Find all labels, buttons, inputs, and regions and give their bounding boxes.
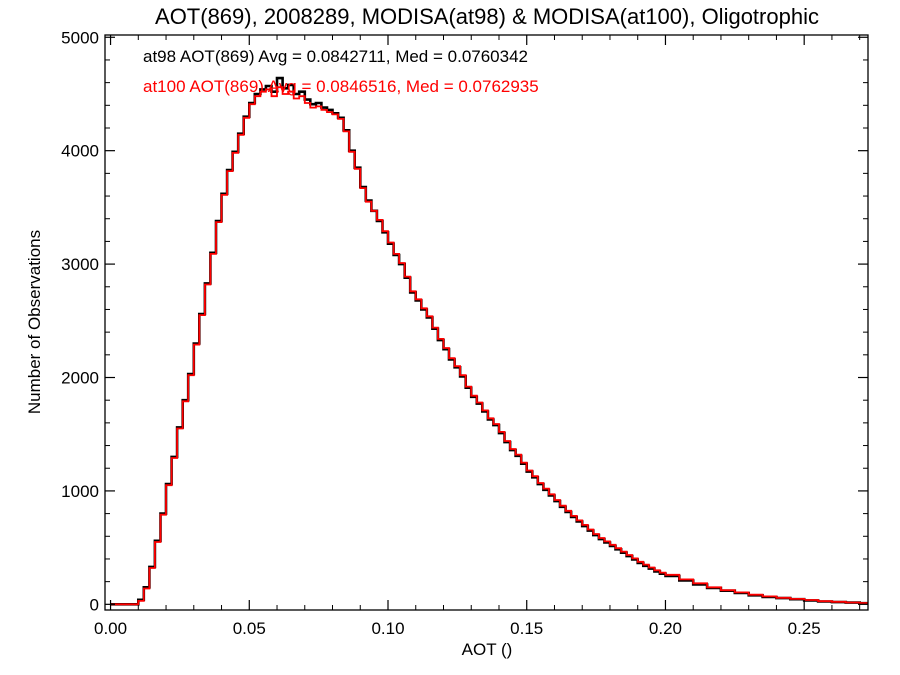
x-tick-label: 0.20: [649, 619, 682, 638]
x-tick-label: 0.15: [510, 619, 543, 638]
y-axis-label: Number of Observations: [25, 230, 44, 414]
chart-title: AOT(869), 2008289, MODISA(at98) & MODISA…: [155, 4, 819, 29]
x-tick-label: 0.00: [94, 619, 127, 638]
annotation-at100: at100 AOT(869) Avg = 0.0846516, Med = 0.…: [143, 77, 539, 96]
y-tick-label: 1000: [61, 482, 99, 501]
x-tick-label: 0.10: [371, 619, 404, 638]
y-tick-label: 5000: [61, 28, 99, 47]
series-line-at100: [110, 86, 868, 606]
x-axis: 0.00 0.05 0.10 0.15 0.20 0.25: [94, 35, 861, 638]
y-axis: 0 1000 2000 3000 4000 5000: [61, 28, 868, 614]
x-tick-label: 0.05: [233, 619, 266, 638]
y-tick-label: 4000: [61, 142, 99, 161]
annotation-at98: at98 AOT(869) Avg = 0.0842711, Med = 0.0…: [143, 47, 528, 66]
series-layer: [110, 76, 868, 606]
y-tick-label: 0: [90, 595, 99, 614]
x-axis-label: AOT (): [462, 640, 513, 659]
x-tick-label: 0.25: [788, 619, 821, 638]
plot-frame: [104, 34, 869, 611]
y-tick-label: 3000: [61, 255, 99, 274]
y-tick-label: 2000: [61, 369, 99, 388]
